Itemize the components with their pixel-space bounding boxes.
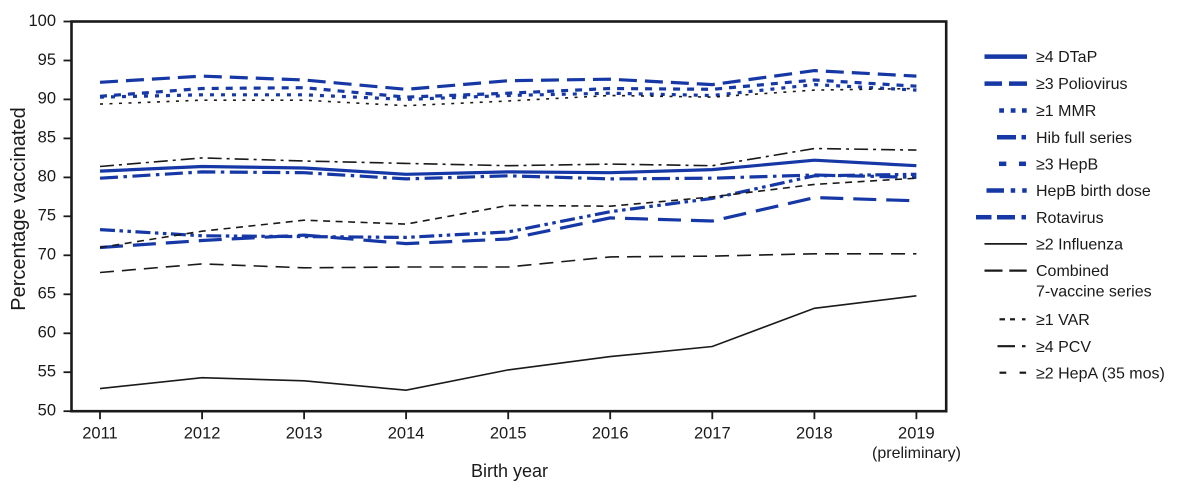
svg-text:≥3 HepB: ≥3 HepB [1036,156,1098,173]
svg-text:(preliminary): (preliminary) [872,445,961,462]
svg-text:Percentage vaccinated: Percentage vaccinated [8,107,30,310]
svg-text:80: 80 [38,168,56,186]
svg-text:85: 85 [38,129,56,147]
svg-text:70: 70 [38,246,56,264]
svg-text:Birth year: Birth year [471,461,548,481]
svg-text:50: 50 [38,402,56,420]
svg-text:75: 75 [38,207,56,225]
svg-text:90: 90 [38,90,56,108]
svg-text:2015: 2015 [490,424,527,442]
svg-text:60: 60 [38,324,56,342]
svg-text:Rotavirus: Rotavirus [1036,210,1104,227]
svg-text:Hib full series: Hib full series [1036,130,1132,147]
svg-text:95: 95 [38,51,56,69]
svg-text:Combined: Combined [1036,263,1109,280]
svg-text:≥4 PCV: ≥4 PCV [1036,339,1091,356]
svg-text:≥1 VAR: ≥1 VAR [1036,312,1090,329]
svg-text:2019: 2019 [898,424,935,442]
svg-text:≥2 HepA (35 mos): ≥2 HepA (35 mos) [1036,365,1165,382]
svg-text:2018: 2018 [796,424,833,442]
svg-text:100: 100 [28,12,56,30]
svg-text:HepB birth dose: HepB birth dose [1036,183,1151,200]
svg-text:2017: 2017 [694,424,731,442]
svg-text:2012: 2012 [184,424,221,442]
svg-text:2016: 2016 [592,424,629,442]
svg-text:65: 65 [38,285,56,303]
svg-text:2011: 2011 [82,424,117,442]
svg-text:55: 55 [38,363,56,381]
svg-text:≥3 Poliovirus: ≥3 Poliovirus [1036,76,1127,93]
svg-text:≥1 MMR: ≥1 MMR [1036,103,1096,120]
svg-text:7-vaccine series: 7-vaccine series [1036,284,1152,301]
svg-text:2013: 2013 [286,424,323,442]
svg-text:≥4 DTaP: ≥4 DTaP [1036,49,1097,66]
svg-text:2014: 2014 [388,424,425,442]
svg-text:≥2 Influenza: ≥2 Influenza [1036,237,1123,254]
